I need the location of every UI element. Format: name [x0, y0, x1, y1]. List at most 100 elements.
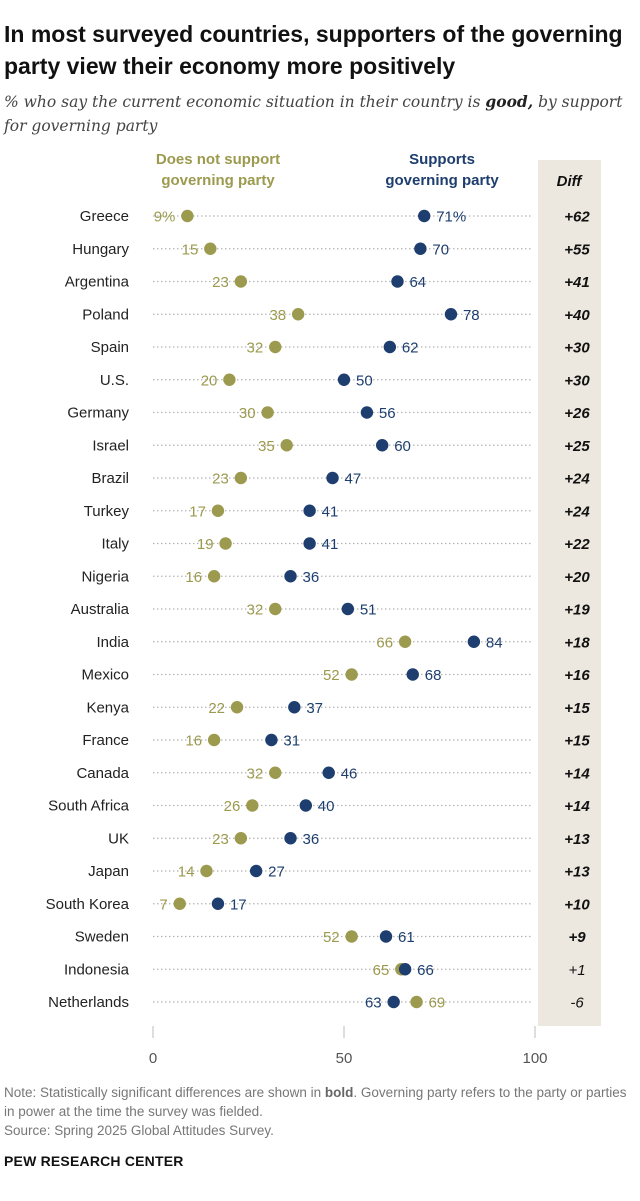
not-support-value-label: 32: [247, 765, 264, 782]
not-support-dot: [291, 308, 305, 321]
dot-plot-chart: Diff Does not support governing party Suppo…: [46, 151, 601, 1067]
country-label: Brazil: [91, 470, 129, 487]
country-label: Canada: [76, 765, 129, 782]
not-support-dot: [173, 897, 186, 910]
support-value-label: 41: [322, 536, 339, 553]
diff-value: +55: [564, 241, 590, 258]
support-value-label: 71%: [436, 209, 466, 226]
x-axis-tick-label: 0: [149, 1050, 157, 1067]
not-support-value-label: 9%: [154, 209, 176, 226]
subtitle-text-end: by support for governing party: [4, 93, 623, 135]
not-support-value-label: 52: [323, 929, 340, 946]
legend-not-support-line2: governing party: [161, 172, 275, 189]
diff-value: +40: [564, 307, 590, 324]
diff-value: +30: [564, 340, 590, 357]
diff-value: +13: [564, 831, 590, 848]
support-value-label: 37: [306, 700, 323, 717]
support-dot: [387, 995, 400, 1009]
country-label: South Africa: [48, 798, 130, 815]
country-label: Indonesia: [64, 961, 130, 978]
support-value-label: 84: [486, 634, 503, 651]
country-label: South Korea: [46, 896, 130, 913]
chart-note: Note: Statistically significant differen…: [4, 1083, 634, 1121]
not-support-value-label: 23: [212, 274, 229, 291]
diff-header: Diff: [557, 173, 584, 190]
not-support-dot: [234, 471, 248, 485]
support-dot: [414, 242, 427, 255]
support-dot: [303, 504, 316, 517]
support-value-label: 47: [345, 471, 362, 488]
not-support-dot: [234, 275, 248, 288]
country-label: Israel: [92, 437, 129, 454]
support-dot: [211, 897, 225, 910]
support-value-label: 64: [409, 274, 426, 291]
not-support-value-label: 17: [189, 503, 206, 520]
not-support-dot: [345, 668, 358, 681]
support-dot: [444, 308, 458, 321]
support-value-label: 70: [432, 241, 449, 258]
country-label: Sweden: [75, 929, 129, 946]
not-support-value-label: 32: [247, 340, 264, 357]
support-value-label: 17: [230, 896, 247, 913]
not-support-value-label: 26: [224, 798, 241, 815]
diff-value: +26: [564, 405, 590, 422]
not-support-dot: [219, 537, 232, 550]
not-support-dot: [207, 570, 221, 583]
not-support-value-label: 19: [197, 536, 214, 553]
support-dot: [418, 209, 431, 223]
diff-value: +24: [564, 503, 590, 520]
chart-subtitle: % who say the current economic situation…: [4, 90, 634, 138]
country-label: Netherlands: [48, 994, 129, 1011]
diff-value: +19: [564, 602, 590, 619]
not-support-dot: [207, 733, 221, 747]
country-label: Kenya: [86, 699, 129, 716]
not-support-dot: [204, 242, 217, 255]
support-dot: [322, 766, 335, 779]
not-support-value-label: 16: [185, 733, 202, 750]
not-support-value-label: 52: [323, 667, 340, 684]
support-value-label: 50: [356, 372, 373, 389]
support-value-label: 63: [365, 995, 382, 1012]
support-value-label: 46: [341, 765, 358, 782]
legend-support-line2: governing party: [385, 172, 499, 189]
not-support-value-label: 32: [247, 602, 264, 619]
country-label: UK: [108, 830, 129, 847]
diff-column-panel: [538, 160, 601, 1026]
legend-support-line1: Supports: [409, 151, 475, 168]
support-dot: [467, 635, 481, 648]
support-dot: [288, 701, 301, 714]
support-value-label: 36: [303, 569, 320, 586]
diff-value: +25: [564, 438, 590, 455]
diff-value: -6: [570, 995, 584, 1012]
support-dot: [303, 537, 316, 550]
country-label: Argentina: [65, 274, 130, 291]
not-support-dot: [261, 406, 274, 419]
support-value-label: 51: [360, 602, 377, 619]
legend-not-support-line1: Does not support: [156, 151, 280, 168]
support-dot: [383, 340, 397, 354]
support-dot: [284, 570, 297, 583]
support-value-label: 41: [322, 503, 339, 520]
support-value-label: 78: [463, 307, 480, 324]
diff-value: +22: [564, 536, 590, 553]
not-support-dot: [230, 701, 244, 714]
subtitle-text: % who say the current economic situation…: [4, 93, 486, 111]
support-dot: [337, 373, 351, 386]
not-support-value-label: 66: [376, 634, 393, 651]
subtitle-emphasis: good,: [485, 92, 534, 111]
country-label: Turkey: [84, 503, 130, 520]
not-support-value-label: 65: [373, 962, 390, 979]
not-support-value-label: 22: [208, 700, 225, 717]
diff-value: +15: [564, 733, 590, 750]
country-label: India: [96, 634, 129, 651]
support-value-label: 31: [283, 733, 300, 750]
diff-value: +41: [564, 274, 589, 291]
diff-value: +10: [564, 896, 590, 913]
support-dot: [249, 864, 263, 878]
support-value-label: 62: [402, 340, 419, 357]
not-support-value-label: 69: [429, 995, 446, 1012]
note-text: Note: Statistically significant differen…: [4, 1085, 325, 1100]
country-label: Spain: [91, 339, 129, 356]
not-support-dot: [345, 930, 358, 943]
support-value-label: 68: [425, 667, 442, 684]
